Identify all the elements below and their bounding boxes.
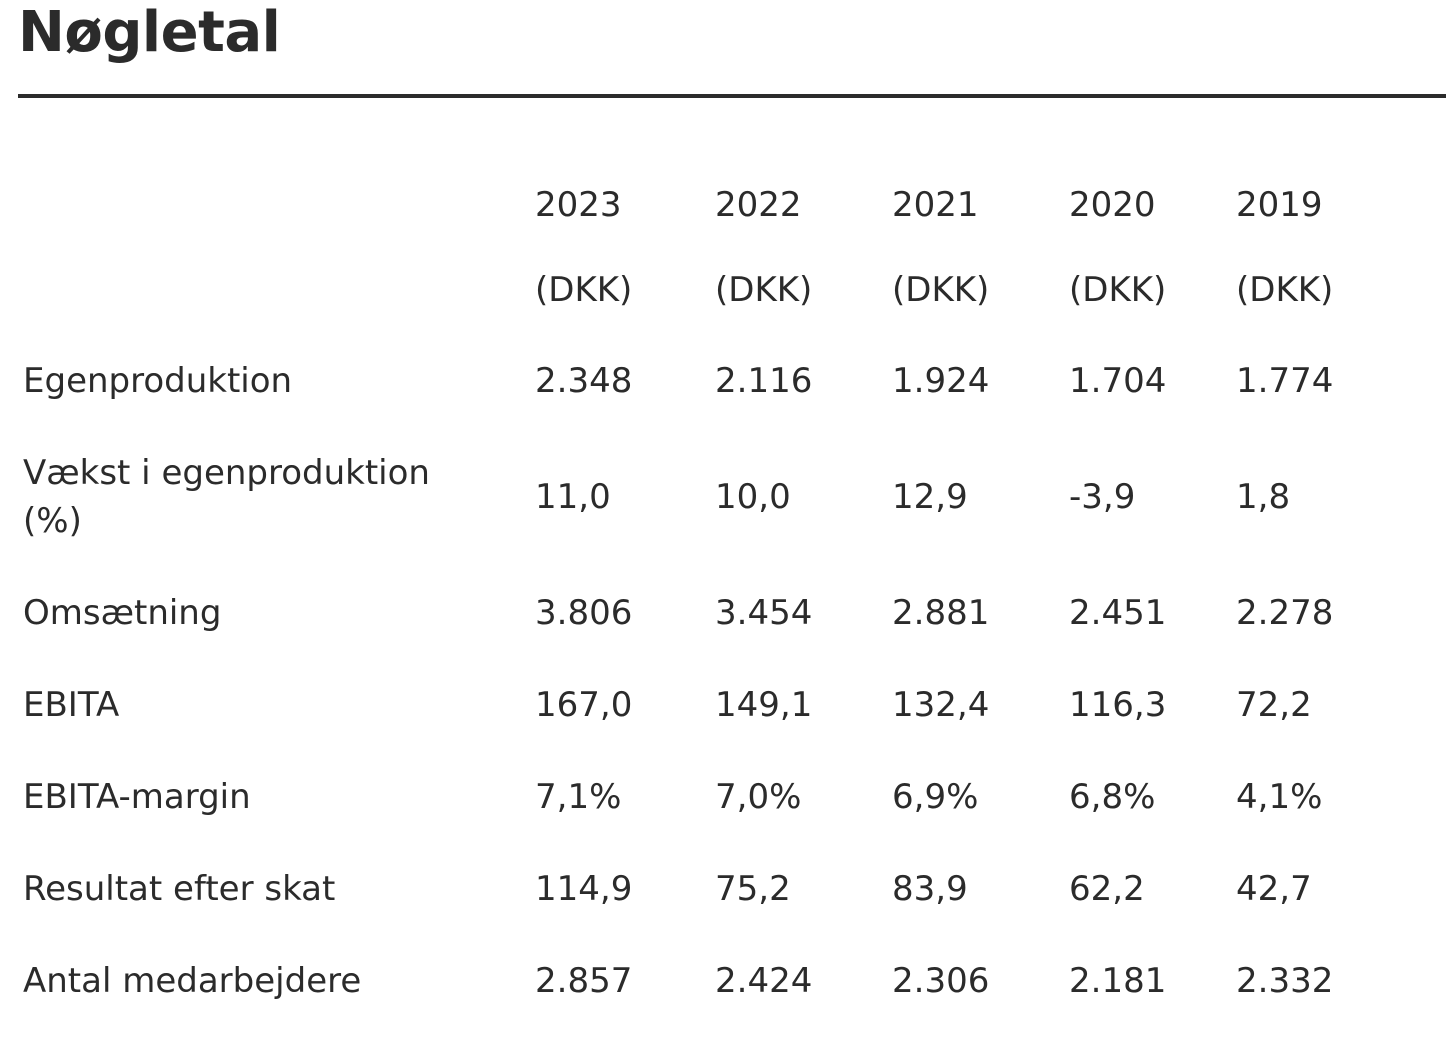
table-cell: 149,1	[715, 685, 813, 725]
table-cell: 12,9	[892, 477, 968, 517]
table-cell: 3.806	[535, 593, 633, 633]
table-cell: 10,0	[715, 477, 791, 517]
currency-header: (DKK)	[892, 270, 990, 310]
table-cell: 6,9%	[892, 777, 979, 817]
table-cell: 42,7	[1236, 869, 1312, 909]
year-header: 2021	[892, 185, 979, 225]
title-divider	[18, 94, 1446, 98]
table-cell: 75,2	[715, 869, 791, 909]
table-cell: 1.924	[892, 361, 990, 401]
table-cell: 2.332	[1236, 961, 1334, 1001]
row-label: Omsætning	[23, 593, 222, 633]
table-cell: 3.454	[715, 593, 813, 633]
table-cell: 83,9	[892, 869, 968, 909]
table-cell: 1.774	[1236, 361, 1334, 401]
row-label: EBITA	[23, 685, 120, 725]
year-header: 2022	[715, 185, 802, 225]
table-cell: 2.116	[715, 361, 813, 401]
table-cell: 7,0%	[715, 777, 802, 817]
row-label: Egenproduktion	[23, 361, 293, 401]
table-cell: 2.306	[892, 961, 990, 1001]
currency-header: (DKK)	[535, 270, 633, 310]
row-label: Vækst i egenproduktion (%)	[23, 453, 430, 541]
table-cell: 116,3	[1069, 685, 1167, 725]
row-label: Resultat efter skat	[23, 869, 336, 909]
row-label: Antal medarbejdere	[23, 961, 362, 1001]
table-cell: 4,1%	[1236, 777, 1323, 817]
currency-header: (DKK)	[1236, 270, 1334, 310]
year-header: 2019	[1236, 185, 1323, 225]
row-label: EBITA-margin	[23, 777, 251, 817]
table-cell: 114,9	[535, 869, 633, 909]
table-cell: 2.278	[1236, 593, 1334, 633]
table-cell: 2.424	[715, 961, 813, 1001]
table-cell: 7,1%	[535, 777, 622, 817]
year-header: 2023	[535, 185, 622, 225]
currency-header: (DKK)	[1069, 270, 1167, 310]
table-cell: 132,4	[892, 685, 990, 725]
year-header: 2020	[1069, 185, 1156, 225]
currency-header: (DKK)	[715, 270, 813, 310]
table-cell: 2.348	[535, 361, 633, 401]
table-cell: 6,8%	[1069, 777, 1156, 817]
table-cell: 1,8	[1236, 477, 1291, 517]
table-cell: 62,2	[1069, 869, 1145, 909]
table-cell: -3,9	[1069, 477, 1136, 517]
table-cell: 2.181	[1069, 961, 1167, 1001]
table-cell: 2.881	[892, 593, 990, 633]
table-cell: 72,2	[1236, 685, 1312, 725]
table-cell: 11,0	[535, 477, 611, 517]
table-cell: 2.451	[1069, 593, 1167, 633]
table-cell: 1.704	[1069, 361, 1167, 401]
table-cell: 167,0	[535, 685, 633, 725]
page-title: Nøgletal	[18, 0, 281, 65]
table-cell: 2.857	[535, 961, 633, 1001]
